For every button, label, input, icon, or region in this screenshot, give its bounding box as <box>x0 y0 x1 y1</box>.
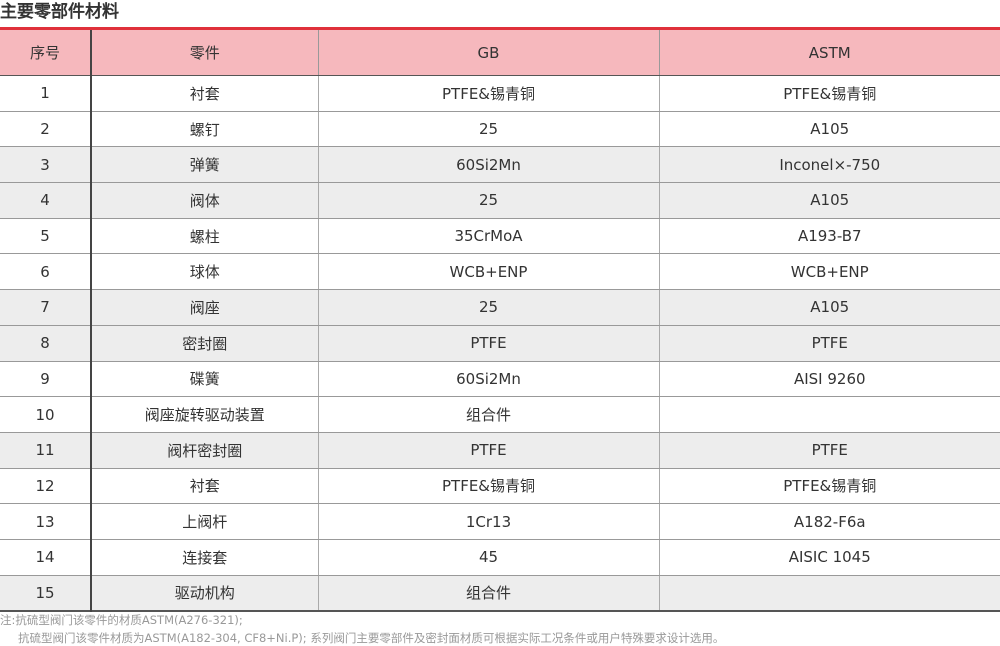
cell-part: 阀座旋转驱动装置 <box>91 396 319 433</box>
cell-gb: 组合件 <box>318 575 660 612</box>
cell-astm: AISIC 1045 <box>659 539 1000 576</box>
cell-part: 上阀杆 <box>91 503 319 540</box>
cell-gb: 60Si2Mn <box>318 361 660 398</box>
cell-astm <box>659 575 1000 612</box>
table-row: 15 驱动机构 组合件 <box>0 575 1000 612</box>
cell-gb: 45 <box>318 539 660 576</box>
cell-part: 衬套 <box>91 468 319 505</box>
cell-part: 阀座 <box>91 289 319 326</box>
cell-no: 12 <box>0 468 92 505</box>
cell-no: 15 <box>0 575 92 612</box>
table-row: 8 密封圈 PTFE PTFE <box>0 325 1000 362</box>
cell-astm: PTFE <box>659 432 1000 469</box>
cell-part: 衬套 <box>91 75 319 112</box>
cell-no: 4 <box>0 182 92 219</box>
table-row: 2 螺钉 25 A105 <box>0 111 1000 148</box>
cell-gb: PTFE <box>318 432 660 469</box>
cell-no: 7 <box>0 289 92 326</box>
table-row: 7 阀座 25 A105 <box>0 289 1000 326</box>
cell-no: 3 <box>0 146 92 184</box>
cell-no: 6 <box>0 253 92 291</box>
footnote-2: 抗硫型阀门该零件材质为ASTM(A182-304, CF8+Ni.P); 系列阀… <box>18 631 725 645</box>
cell-no: 11 <box>0 432 92 469</box>
cell-no: 2 <box>0 111 92 148</box>
cell-part: 碟簧 <box>91 361 319 398</box>
table-row: 13 上阀杆 1Cr13 A182-F6a <box>0 503 1000 540</box>
cell-astm: WCB+ENP <box>659 253 1000 291</box>
table-row: 9 碟簧 60Si2Mn AISI 9260 <box>0 361 1000 398</box>
cell-gb: PTFE&锡青铜 <box>318 468 660 505</box>
cell-no: 10 <box>0 396 92 433</box>
cell-astm: AISI 9260 <box>659 361 1000 398</box>
column-header-astm: ASTM <box>659 28 1000 76</box>
cell-astm: A105 <box>659 182 1000 219</box>
cell-astm: PTFE&锡青铜 <box>659 468 1000 505</box>
cell-astm: Inconel×-750 <box>659 146 1000 184</box>
table-row: 14 连接套 45 AISIC 1045 <box>0 539 1000 576</box>
cell-gb: PTFE <box>318 325 660 362</box>
column-header-gb: GB <box>318 28 660 76</box>
cell-part: 弹簧 <box>91 146 319 184</box>
table-row: 12 衬套 PTFE&锡青铜 PTFE&锡青铜 <box>0 468 1000 505</box>
table-header-row: 序号 零件 GB ASTM <box>0 28 1000 76</box>
table-row: 11 阀杆密封圈 PTFE PTFE <box>0 432 1000 469</box>
cell-part: 螺钉 <box>91 111 319 148</box>
cell-gb: PTFE&锡青铜 <box>318 75 660 112</box>
cell-gb: WCB+ENP <box>318 253 660 291</box>
cell-no: 1 <box>0 75 92 112</box>
cell-part: 阀杆密封圈 <box>91 432 319 469</box>
cell-gb: 35CrMoA <box>318 218 660 255</box>
cell-astm: A105 <box>659 289 1000 326</box>
cell-gb: 60Si2Mn <box>318 146 660 184</box>
cell-part: 驱动机构 <box>91 575 319 612</box>
column-header-no: 序号 <box>0 28 92 76</box>
cell-gb: 25 <box>318 182 660 219</box>
cell-astm: A182-F6a <box>659 503 1000 540</box>
cell-part: 螺柱 <box>91 218 319 255</box>
table-row: 1 衬套 PTFE&锡青铜 PTFE&锡青铜 <box>0 75 1000 112</box>
cell-gb: 组合件 <box>318 396 660 433</box>
cell-astm: PTFE <box>659 325 1000 362</box>
cell-no: 9 <box>0 361 92 398</box>
table-row: 5 螺柱 35CrMoA A193-B7 <box>0 218 1000 255</box>
cell-no: 14 <box>0 539 92 576</box>
cell-astm: PTFE&锡青铜 <box>659 75 1000 112</box>
table-row: 4 阀体 25 A105 <box>0 182 1000 219</box>
cell-gb: 25 <box>318 111 660 148</box>
cell-no: 13 <box>0 503 92 540</box>
table-row: 10 阀座旋转驱动装置 组合件 <box>0 396 1000 433</box>
cell-no: 8 <box>0 325 92 362</box>
cell-gb: 25 <box>318 289 660 326</box>
cell-part: 阀体 <box>91 182 319 219</box>
cell-astm: A193-B7 <box>659 218 1000 255</box>
column-header-part: 零件 <box>91 28 319 76</box>
cell-gb: 1Cr13 <box>318 503 660 540</box>
table-row: 6 球体 WCB+ENP WCB+ENP <box>0 253 1000 291</box>
cell-part: 密封圈 <box>91 325 319 362</box>
materials-table: 序号 零件 GB ASTM 1 衬套 PTFE&锡青铜 PTFE&锡青铜 2 螺钉 25 A1… <box>0 27 1000 613</box>
cell-part: 连接套 <box>91 539 319 576</box>
table-row: 3 弹簧 60Si2Mn Inconel×-750 <box>0 146 1000 184</box>
cell-astm <box>659 396 1000 433</box>
cell-no: 5 <box>0 218 92 255</box>
cell-astm: A105 <box>659 111 1000 148</box>
page-title: 主要零部件材料 <box>0 2 119 22</box>
cell-part: 球体 <box>91 253 319 291</box>
footnote-1: 注:抗硫型阀门该零件的材质ASTM(A276-321); <box>0 613 243 627</box>
